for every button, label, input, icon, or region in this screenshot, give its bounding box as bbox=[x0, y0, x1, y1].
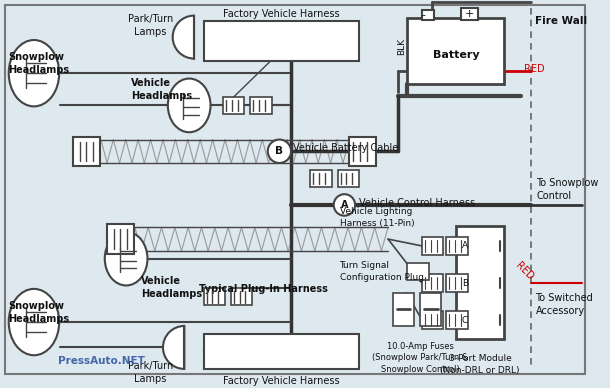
Bar bbox=[393, 293, 414, 326]
Bar bbox=[204, 288, 225, 305]
Text: B: B bbox=[275, 146, 284, 156]
Bar bbox=[422, 274, 443, 292]
Text: Battery: Battery bbox=[432, 50, 479, 60]
Circle shape bbox=[334, 194, 355, 216]
Text: A: A bbox=[340, 200, 348, 210]
Bar bbox=[204, 334, 359, 369]
Text: B: B bbox=[462, 279, 468, 288]
Text: Park/Turn
Lamps: Park/Turn Lamps bbox=[127, 14, 173, 37]
Bar bbox=[337, 170, 359, 187]
Text: 10.0-Amp Fuses
(Snowplow Park/Turn &
Snowplow Control): 10.0-Amp Fuses (Snowplow Park/Turn & Sno… bbox=[372, 341, 468, 374]
Text: RED: RED bbox=[524, 64, 545, 74]
Bar bbox=[250, 97, 271, 114]
Bar bbox=[420, 293, 442, 326]
Text: Vehicle Battery Cable: Vehicle Battery Cable bbox=[293, 143, 398, 153]
Text: 3-Port Module
(Non-DRL or DRL): 3-Port Module (Non-DRL or DRL) bbox=[440, 354, 520, 375]
Text: Turn Signal
Configuration Plug: Turn Signal Configuration Plug bbox=[340, 261, 423, 282]
Bar bbox=[447, 311, 468, 329]
Wedge shape bbox=[173, 16, 194, 59]
Text: To Snowplow
Control: To Snowplow Control bbox=[537, 178, 599, 201]
Bar bbox=[107, 225, 134, 254]
Text: To Switched
Accessory: To Switched Accessory bbox=[536, 293, 594, 316]
Ellipse shape bbox=[9, 40, 59, 106]
Text: Vehicle
Headlamps: Vehicle Headlamps bbox=[141, 276, 202, 300]
Bar bbox=[350, 137, 376, 166]
Text: Snowplow
Headlamps: Snowplow Headlamps bbox=[8, 301, 69, 324]
Bar bbox=[456, 227, 504, 339]
Bar bbox=[422, 237, 443, 255]
Text: Vehicle Lighting
Harness (11-Pin): Vehicle Lighting Harness (11-Pin) bbox=[340, 207, 414, 228]
Wedge shape bbox=[163, 326, 184, 369]
Bar bbox=[407, 263, 429, 280]
Circle shape bbox=[268, 140, 291, 163]
Text: A: A bbox=[462, 241, 468, 250]
Text: Snowplow
Headlamps: Snowplow Headlamps bbox=[8, 52, 69, 75]
Text: Typical Plug-In Harness: Typical Plug-In Harness bbox=[199, 284, 328, 294]
Bar bbox=[310, 170, 332, 187]
Ellipse shape bbox=[9, 289, 59, 355]
Text: Vehicle
Headlamps: Vehicle Headlamps bbox=[131, 78, 192, 101]
Bar bbox=[422, 10, 434, 19]
Text: Factory Vehicle Harness: Factory Vehicle Harness bbox=[223, 376, 340, 386]
Text: +: + bbox=[465, 9, 474, 19]
Text: -: - bbox=[421, 10, 425, 20]
Text: Factory Vehicle Harness: Factory Vehicle Harness bbox=[223, 9, 340, 19]
Bar bbox=[407, 17, 504, 84]
Bar bbox=[461, 8, 478, 19]
Bar bbox=[447, 274, 468, 292]
Ellipse shape bbox=[105, 232, 148, 286]
Text: Park/Turn
Lamps: Park/Turn Lamps bbox=[127, 361, 173, 384]
Bar bbox=[73, 137, 100, 166]
Bar bbox=[422, 311, 443, 329]
Bar bbox=[223, 97, 245, 114]
Ellipse shape bbox=[168, 78, 210, 132]
Bar bbox=[231, 288, 253, 305]
Text: C: C bbox=[462, 315, 468, 325]
Text: PressAuto.NET: PressAuto.NET bbox=[59, 356, 145, 366]
Text: RED: RED bbox=[513, 260, 535, 282]
Text: Fire Wall: Fire Wall bbox=[534, 16, 587, 26]
Text: BLK: BLK bbox=[397, 38, 406, 55]
Bar bbox=[204, 21, 359, 61]
Bar bbox=[447, 237, 468, 255]
Text: Vehicle Control Harness: Vehicle Control Harness bbox=[359, 198, 475, 208]
